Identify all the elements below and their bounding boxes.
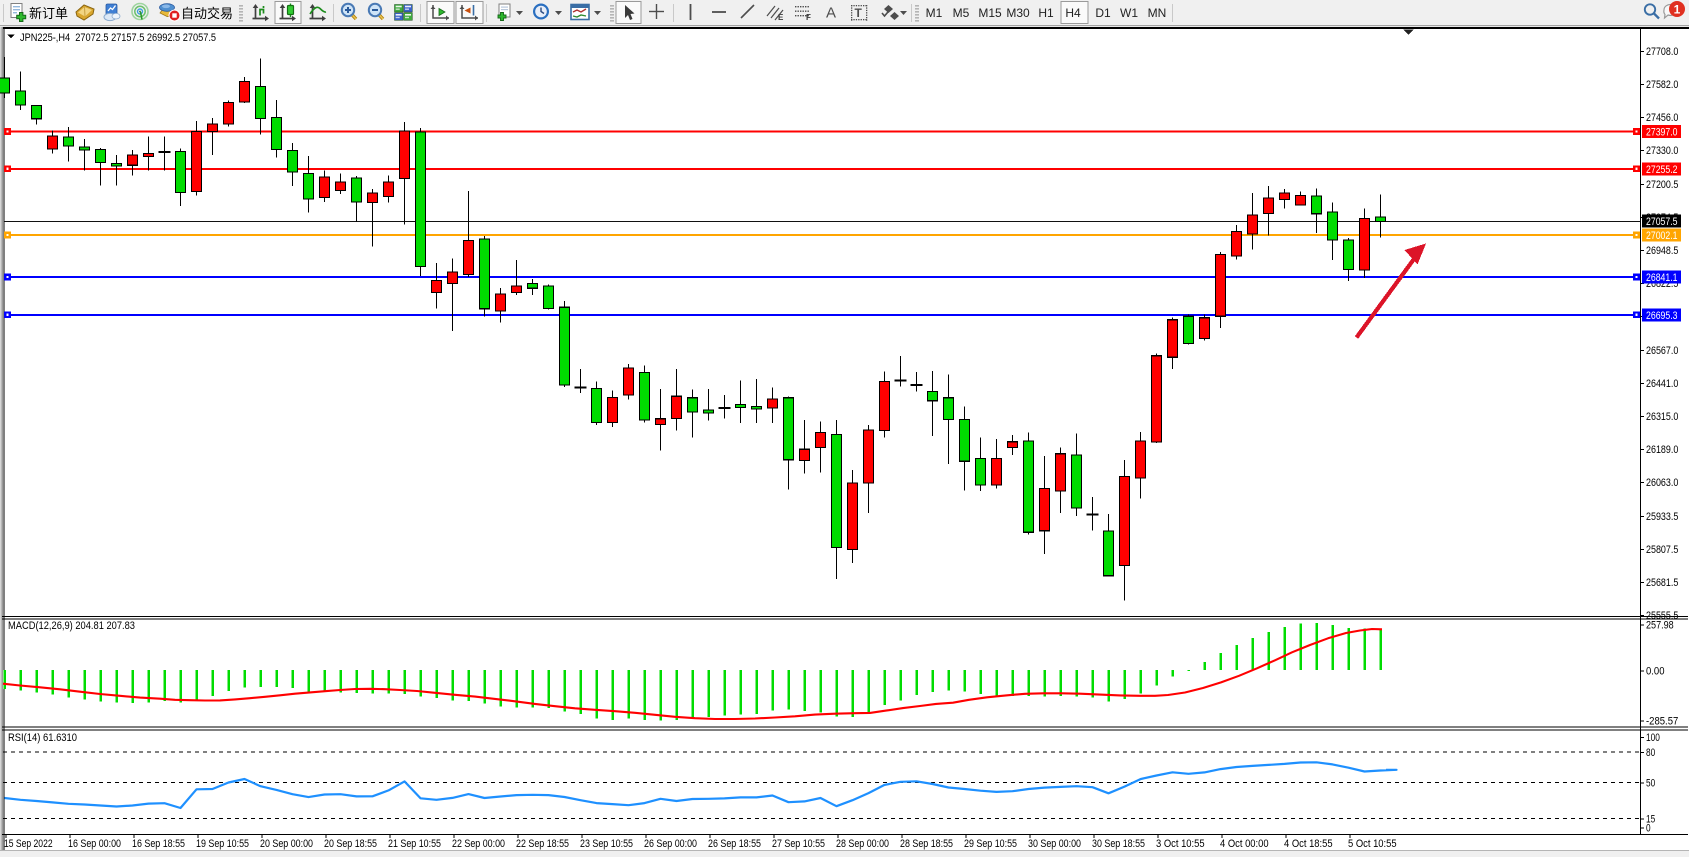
svg-text:M1: M1	[926, 6, 943, 20]
svg-text:16 Sep 00:00: 16 Sep 00:00	[68, 838, 121, 850]
svg-text:4 Oct 00:00: 4 Oct 00:00	[1220, 838, 1269, 850]
svg-text:M30: M30	[1006, 6, 1030, 20]
svg-text:25681.5: 25681.5	[1646, 577, 1678, 589]
svg-text:257.98: 257.98	[1646, 620, 1674, 632]
svg-text:15: 15	[1646, 814, 1655, 826]
svg-text:27582.0: 27582.0	[1646, 79, 1678, 91]
svg-text:25807.5: 25807.5	[1646, 544, 1678, 556]
svg-text:22 Sep 00:00: 22 Sep 00:00	[452, 838, 505, 850]
svg-text:19 Sep 10:55: 19 Sep 10:55	[196, 838, 249, 850]
svg-text:4 Oct 18:55: 4 Oct 18:55	[1284, 838, 1333, 850]
svg-text:29 Sep 10:55: 29 Sep 10:55	[964, 838, 1017, 850]
svg-text:26841.1: 26841.1	[1646, 272, 1678, 284]
svg-text:F: F	[806, 13, 811, 22]
svg-text:27 Sep 10:55: 27 Sep 10:55	[772, 838, 825, 850]
svg-text:26567.0: 26567.0	[1646, 345, 1678, 357]
svg-text:自动交易: 自动交易	[181, 6, 233, 21]
svg-text:100: 100	[1646, 732, 1660, 744]
svg-text:RSI(14) 61.6310: RSI(14) 61.6310	[8, 732, 77, 744]
svg-text:21 Sep 10:55: 21 Sep 10:55	[388, 838, 441, 850]
svg-text:27708.0: 27708.0	[1646, 46, 1678, 58]
svg-text:H4: H4	[1065, 6, 1081, 20]
svg-text:新订单: 新订单	[29, 6, 68, 21]
svg-text:JPN225-,H4 27072.5 27157.5 26: JPN225-,H4 27072.5 27157.5 26992.5 27057…	[20, 32, 216, 44]
svg-text:3 Oct 10:55: 3 Oct 10:55	[1156, 838, 1205, 850]
svg-text:25933.5: 25933.5	[1646, 511, 1678, 523]
svg-text:27255.2: 27255.2	[1646, 164, 1678, 176]
svg-text:30 Sep 18:55: 30 Sep 18:55	[1092, 838, 1145, 850]
svg-text:26948.5: 26948.5	[1646, 245, 1678, 257]
svg-text:27456.0: 27456.0	[1646, 112, 1678, 124]
svg-text:T: T	[855, 6, 863, 20]
svg-text:26189.0: 26189.0	[1646, 444, 1678, 456]
svg-text:D1: D1	[1095, 6, 1111, 20]
svg-text:30 Sep 00:00: 30 Sep 00:00	[1028, 838, 1081, 850]
svg-text:20 Sep 00:00: 20 Sep 00:00	[260, 838, 313, 850]
svg-text:W1: W1	[1120, 6, 1138, 20]
svg-text:E: E	[778, 13, 784, 22]
svg-text:50: 50	[1646, 778, 1655, 790]
svg-text:27397.0: 27397.0	[1646, 127, 1678, 139]
svg-text:27330.0: 27330.0	[1646, 145, 1678, 157]
svg-text:0: 0	[1646, 823, 1651, 835]
svg-text:26695.3: 26695.3	[1646, 310, 1678, 322]
svg-text:27057.5: 27057.5	[1646, 216, 1678, 228]
svg-text:-285.57: -285.57	[1646, 716, 1678, 728]
svg-text:26315.0: 26315.0	[1646, 411, 1678, 423]
svg-text:15 Sep 2022: 15 Sep 2022	[4, 838, 53, 850]
svg-text:23 Sep 10:55: 23 Sep 10:55	[580, 838, 633, 850]
svg-text:27200.5: 27200.5	[1646, 179, 1678, 191]
svg-text:16 Sep 18:55: 16 Sep 18:55	[132, 838, 185, 850]
svg-text:H1: H1	[1038, 6, 1054, 20]
svg-text:80: 80	[1646, 747, 1655, 759]
svg-text:26 Sep 00:00: 26 Sep 00:00	[644, 838, 697, 850]
svg-text:0.00: 0.00	[1646, 665, 1665, 677]
svg-text:1: 1	[1674, 3, 1681, 17]
svg-text:5 Oct 10:55: 5 Oct 10:55	[1348, 838, 1397, 850]
svg-text:28 Sep 00:00: 28 Sep 00:00	[836, 838, 889, 850]
svg-text:M5: M5	[953, 6, 970, 20]
svg-text:25555.5: 25555.5	[1646, 610, 1678, 622]
svg-text:28 Sep 18:55: 28 Sep 18:55	[900, 838, 953, 850]
svg-text:26063.0: 26063.0	[1646, 477, 1678, 489]
svg-text:26441.0: 26441.0	[1646, 378, 1678, 390]
svg-text:26 Sep 18:55: 26 Sep 18:55	[708, 838, 761, 850]
svg-text:MN: MN	[1148, 6, 1167, 20]
svg-text:27002.1: 27002.1	[1646, 230, 1678, 242]
svg-text:20 Sep 18:55: 20 Sep 18:55	[324, 838, 377, 850]
svg-text:22 Sep 18:55: 22 Sep 18:55	[516, 838, 569, 850]
svg-text:MACD(12,26,9) 204.81 207.83: MACD(12,26,9) 204.81 207.83	[8, 620, 135, 632]
svg-text:A: A	[826, 5, 836, 22]
svg-text:M15: M15	[978, 6, 1002, 20]
